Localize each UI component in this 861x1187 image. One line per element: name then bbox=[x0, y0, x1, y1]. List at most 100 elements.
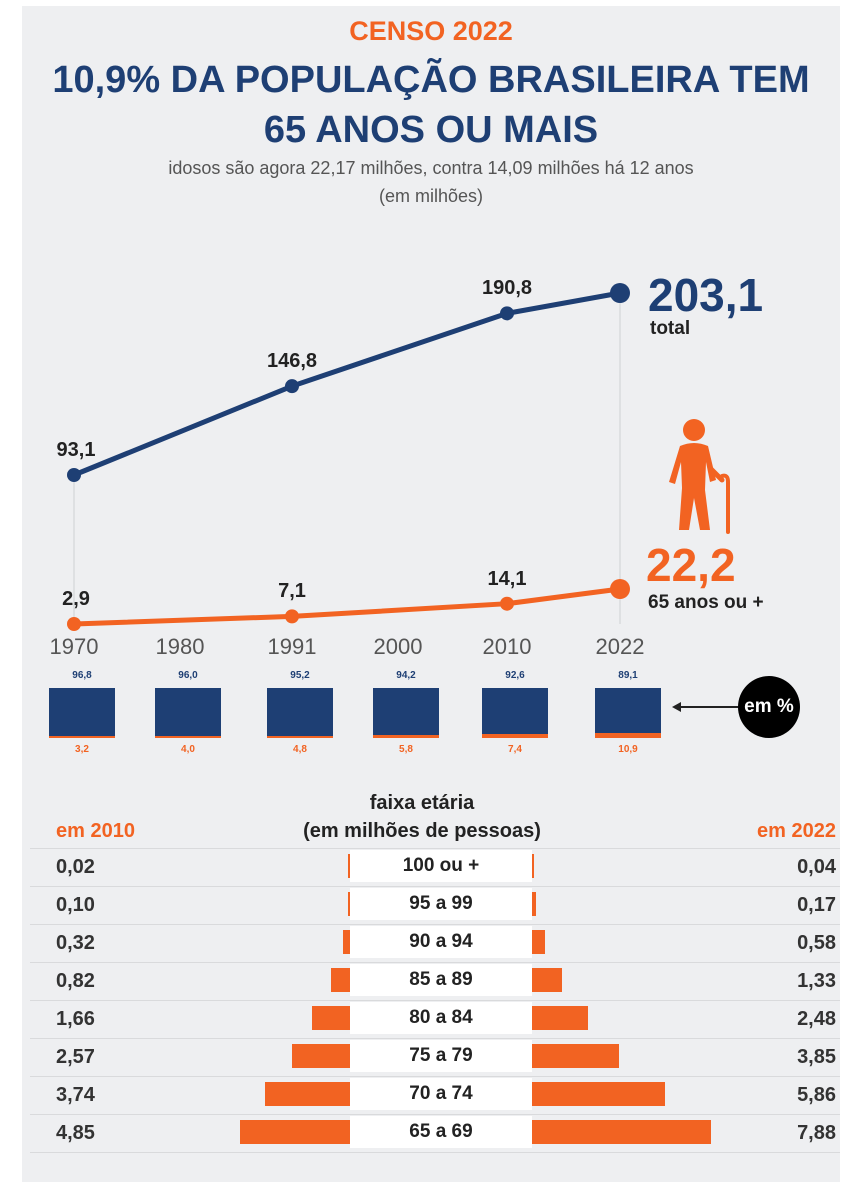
share-under-65-label: 92,6 bbox=[505, 670, 525, 681]
bar-2022 bbox=[532, 854, 534, 878]
point-label: 2,9 bbox=[62, 588, 90, 610]
share-square bbox=[595, 688, 661, 738]
year-label: 1980 bbox=[155, 634, 205, 659]
age-group-label: 65 a 69 bbox=[350, 1116, 532, 1148]
value-2022: 0,58 bbox=[797, 932, 836, 954]
share-square bbox=[49, 688, 115, 738]
year-label: 1991 bbox=[267, 634, 317, 659]
pyramid-left-heading: em 2010 bbox=[56, 820, 135, 842]
data-point bbox=[285, 609, 299, 624]
share-65-plus-label: 7,4 bbox=[508, 744, 522, 755]
data-point bbox=[67, 617, 81, 631]
share-square bbox=[482, 688, 548, 738]
bar-2010 bbox=[239, 1120, 350, 1144]
bar-2010 bbox=[348, 854, 350, 878]
row-divider bbox=[30, 886, 840, 887]
year-label: 2000 bbox=[373, 634, 423, 659]
point-label: 7,1 bbox=[278, 580, 306, 603]
year-label: 1970 bbox=[49, 634, 99, 659]
share-65-plus-label: 10,9 bbox=[618, 744, 638, 755]
bar-2010 bbox=[291, 1044, 350, 1068]
bar-2022 bbox=[532, 930, 546, 954]
row-divider bbox=[30, 1076, 840, 1077]
bar-2022 bbox=[532, 1082, 666, 1106]
bar-2010 bbox=[265, 1082, 350, 1106]
headline-line-1: 10,9% DA POPULAÇÃO BRASILEIRA TEM bbox=[52, 59, 810, 101]
age-group-label: 90 a 94 bbox=[350, 926, 532, 958]
bar-2022 bbox=[532, 892, 536, 916]
row-divider bbox=[30, 848, 840, 849]
em-percent-badge: em % bbox=[738, 676, 800, 738]
value-2022: 3,85 bbox=[797, 1046, 836, 1068]
share-65-plus-label: 4,8 bbox=[293, 744, 307, 755]
age-group-label: 95 a 99 bbox=[350, 888, 532, 920]
share-square bbox=[267, 688, 333, 738]
value-2010: 0,02 bbox=[56, 856, 95, 878]
share-under-65-label: 96,8 bbox=[72, 670, 92, 681]
total-callout-caption: total bbox=[650, 318, 691, 339]
data-point bbox=[610, 283, 630, 303]
share-65-plus-label: 3,2 bbox=[75, 744, 89, 755]
data-point bbox=[67, 468, 81, 482]
share-under-65-label: 95,2 bbox=[290, 670, 310, 681]
elderly-person-with-cane-icon bbox=[669, 419, 730, 534]
bar-2022 bbox=[532, 1006, 589, 1030]
total-callout-value: 203,1 bbox=[648, 269, 764, 321]
value-2022: 2,48 bbox=[797, 1008, 836, 1030]
data-point bbox=[500, 596, 514, 611]
data-point bbox=[285, 379, 299, 394]
share-under-65-label: 94,2 bbox=[396, 670, 416, 681]
point-label: 190,8 bbox=[481, 277, 533, 300]
headline-line-2: 65 ANOS OU MAIS bbox=[263, 109, 599, 151]
unit-label: (em milhões) bbox=[378, 186, 484, 206]
year-label: 2010 bbox=[482, 634, 532, 659]
share-under-65-label: 96,0 bbox=[178, 670, 198, 681]
data-point bbox=[610, 579, 630, 599]
row-divider bbox=[30, 1114, 840, 1115]
arrow-left-icon bbox=[672, 702, 738, 712]
share-65-plus-fill bbox=[155, 736, 221, 738]
bar-2022 bbox=[532, 1120, 711, 1144]
value-2010: 0,32 bbox=[56, 932, 95, 954]
share-65-plus-fill bbox=[373, 735, 439, 738]
point-label: 14,1 bbox=[487, 567, 527, 590]
age-group-label: 75 a 79 bbox=[350, 1040, 532, 1072]
value-2010: 0,82 bbox=[56, 970, 95, 992]
row-divider bbox=[30, 1038, 840, 1039]
share-65-plus-label: 4,0 bbox=[181, 744, 195, 755]
age-group-label: 80 a 84 bbox=[350, 1002, 532, 1034]
point-label: 93,1 bbox=[56, 439, 96, 461]
share-65-plus-label: 5,8 bbox=[399, 744, 413, 755]
value-2022: 1,33 bbox=[797, 970, 836, 992]
bar-2010 bbox=[312, 1006, 350, 1030]
infographic-card: CENSO 2022 10,9% DA POPULAÇÃO BRASILEIRA… bbox=[22, 6, 840, 1182]
row-divider bbox=[30, 962, 840, 963]
share-65-plus-fill bbox=[49, 736, 115, 738]
bar-2010 bbox=[347, 892, 350, 916]
elderly-population-line bbox=[73, 586, 621, 627]
line-chart bbox=[67, 283, 630, 631]
age-group-label: 85 a 89 bbox=[350, 964, 532, 996]
point-label: 146,8 bbox=[266, 350, 318, 373]
year-label: 2022 bbox=[595, 634, 645, 659]
value-2010: 2,57 bbox=[56, 1046, 95, 1068]
value-2010: 1,66 bbox=[56, 1008, 95, 1030]
share-65-plus-fill bbox=[482, 734, 548, 738]
share-65-plus-fill bbox=[267, 735, 333, 738]
bar-2022 bbox=[532, 968, 563, 992]
bar-2010 bbox=[331, 968, 350, 992]
elderly-callout-caption: 65 anos ou + bbox=[648, 592, 764, 613]
row-divider bbox=[30, 1152, 840, 1153]
pyramid-title: faixa etária bbox=[369, 792, 475, 814]
bar-2010 bbox=[342, 930, 350, 954]
value-2022: 0,17 bbox=[797, 894, 836, 916]
value-2010: 3,74 bbox=[56, 1084, 95, 1106]
subtitle: idosos são agora 22,17 milhões, contra 1… bbox=[168, 158, 694, 178]
share-under-65-label: 89,1 bbox=[618, 670, 638, 681]
share-square bbox=[155, 688, 221, 738]
value-2022: 7,88 bbox=[797, 1122, 836, 1144]
pyramid-right-heading: em 2022 bbox=[757, 820, 836, 842]
pyramid-subtitle: (em milhões de pessoas) bbox=[303, 820, 541, 842]
value-2010: 4,85 bbox=[56, 1122, 95, 1144]
kicker: CENSO 2022 bbox=[349, 16, 513, 46]
